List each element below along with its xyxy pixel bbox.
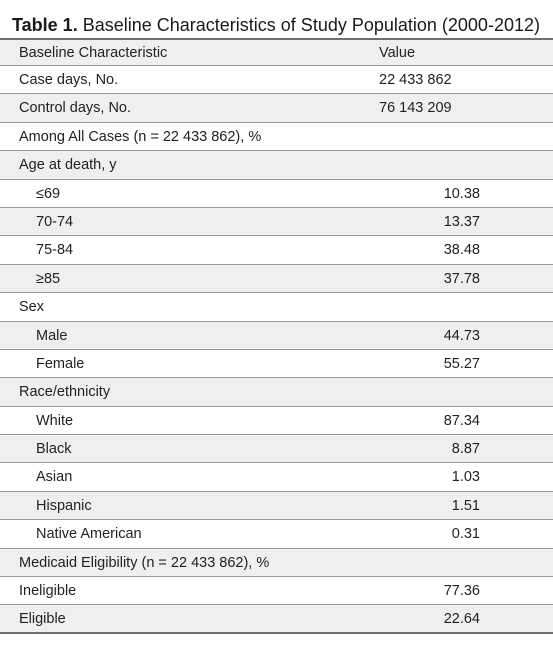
row-label: Black: [36, 435, 71, 463]
table-row-age-69: ≤69 10.38: [0, 180, 553, 208]
column-header-characteristic: Baseline Characteristic: [19, 40, 167, 67]
group-heading: Age at death, y: [19, 151, 117, 179]
row-value: 10.38: [444, 180, 480, 208]
table-row-race-asian: Asian 1.03: [0, 463, 553, 491]
table-row-section-all-cases: Among All Cases (n = 22 433 862), %: [0, 123, 553, 151]
row-label: ≥85: [36, 265, 60, 293]
table-row-medicaid-eligible: Eligible 22.64: [0, 605, 553, 633]
row-label: Male: [36, 322, 67, 350]
group-heading: Sex: [19, 293, 44, 321]
table-caption: Table 1. Baseline Characteristics of Stu…: [0, 0, 553, 40]
row-value: 1.51: [452, 492, 480, 520]
table-row-race-black: Black 8.87: [0, 435, 553, 463]
row-label: 75-84: [36, 236, 73, 264]
row-label: Eligible: [19, 605, 66, 633]
row-label: Case days, No.: [19, 66, 118, 94]
table-row-sex-female: Female 55.27: [0, 350, 553, 378]
table-row-section-medicaid: Medicaid Eligibility (n = 22 433 862), %: [0, 549, 553, 577]
row-value: 87.34: [444, 407, 480, 435]
row-label: Ineligible: [19, 577, 76, 605]
row-value: 22.64: [444, 605, 480, 633]
section-heading: Among All Cases (n = 22 433 862), %: [19, 123, 261, 151]
table-row-sex-male: Male 44.73: [0, 322, 553, 350]
row-label: Female: [36, 350, 84, 378]
row-value: 77.36: [444, 577, 480, 605]
table-row-age-85: ≥85 37.78: [0, 265, 553, 293]
table-row-race-white: White 87.34: [0, 407, 553, 435]
row-value: 8.87: [452, 435, 480, 463]
table-row-race-hispanic: Hispanic 1.51: [0, 492, 553, 520]
row-value: 0.31: [452, 520, 480, 548]
table-caption-text: Baseline Characteristics of Study Popula…: [83, 15, 540, 35]
row-value: 55.27: [444, 350, 480, 378]
table-row-case-days: Case days, No. 22 433 862: [0, 66, 553, 94]
group-heading: Race/ethnicity: [19, 378, 110, 406]
row-value: 44.73: [444, 322, 480, 350]
row-label: Asian: [36, 463, 72, 491]
table-row-age-70-74: 70-74 13.37: [0, 208, 553, 236]
table-row-group-age: Age at death, y: [0, 151, 553, 179]
row-value: 13.37: [444, 208, 480, 236]
row-value: 37.78: [444, 265, 480, 293]
table-row-group-race: Race/ethnicity: [0, 378, 553, 406]
row-value: 76 143 209: [379, 94, 452, 122]
table-row-control-days: Control days, No. 76 143 209: [0, 94, 553, 122]
row-value: 38.48: [444, 236, 480, 264]
row-label: Hispanic: [36, 492, 92, 520]
table-header-row: Baseline Characteristic Value: [0, 40, 553, 66]
table-row-group-sex: Sex: [0, 293, 553, 321]
section-heading: Medicaid Eligibility (n = 22 433 862), %: [19, 549, 269, 577]
row-value: 22 433 862: [379, 66, 452, 94]
row-value: 1.03: [452, 463, 480, 491]
row-label: White: [36, 407, 73, 435]
row-label: 70-74: [36, 208, 73, 236]
row-label: ≤69: [36, 180, 60, 208]
row-label: Native American: [36, 520, 142, 548]
table-caption-number: Table 1.: [12, 15, 78, 35]
table-row-race-native-american: Native American 0.31: [0, 520, 553, 548]
row-label: Control days, No.: [19, 94, 131, 122]
column-header-value: Value: [379, 40, 415, 67]
table-row-age-75-84: 75-84 38.48: [0, 236, 553, 264]
table-row-medicaid-ineligible: Ineligible 77.36: [0, 577, 553, 605]
table-body: Baseline Characteristic Value Case days,…: [0, 40, 553, 634]
